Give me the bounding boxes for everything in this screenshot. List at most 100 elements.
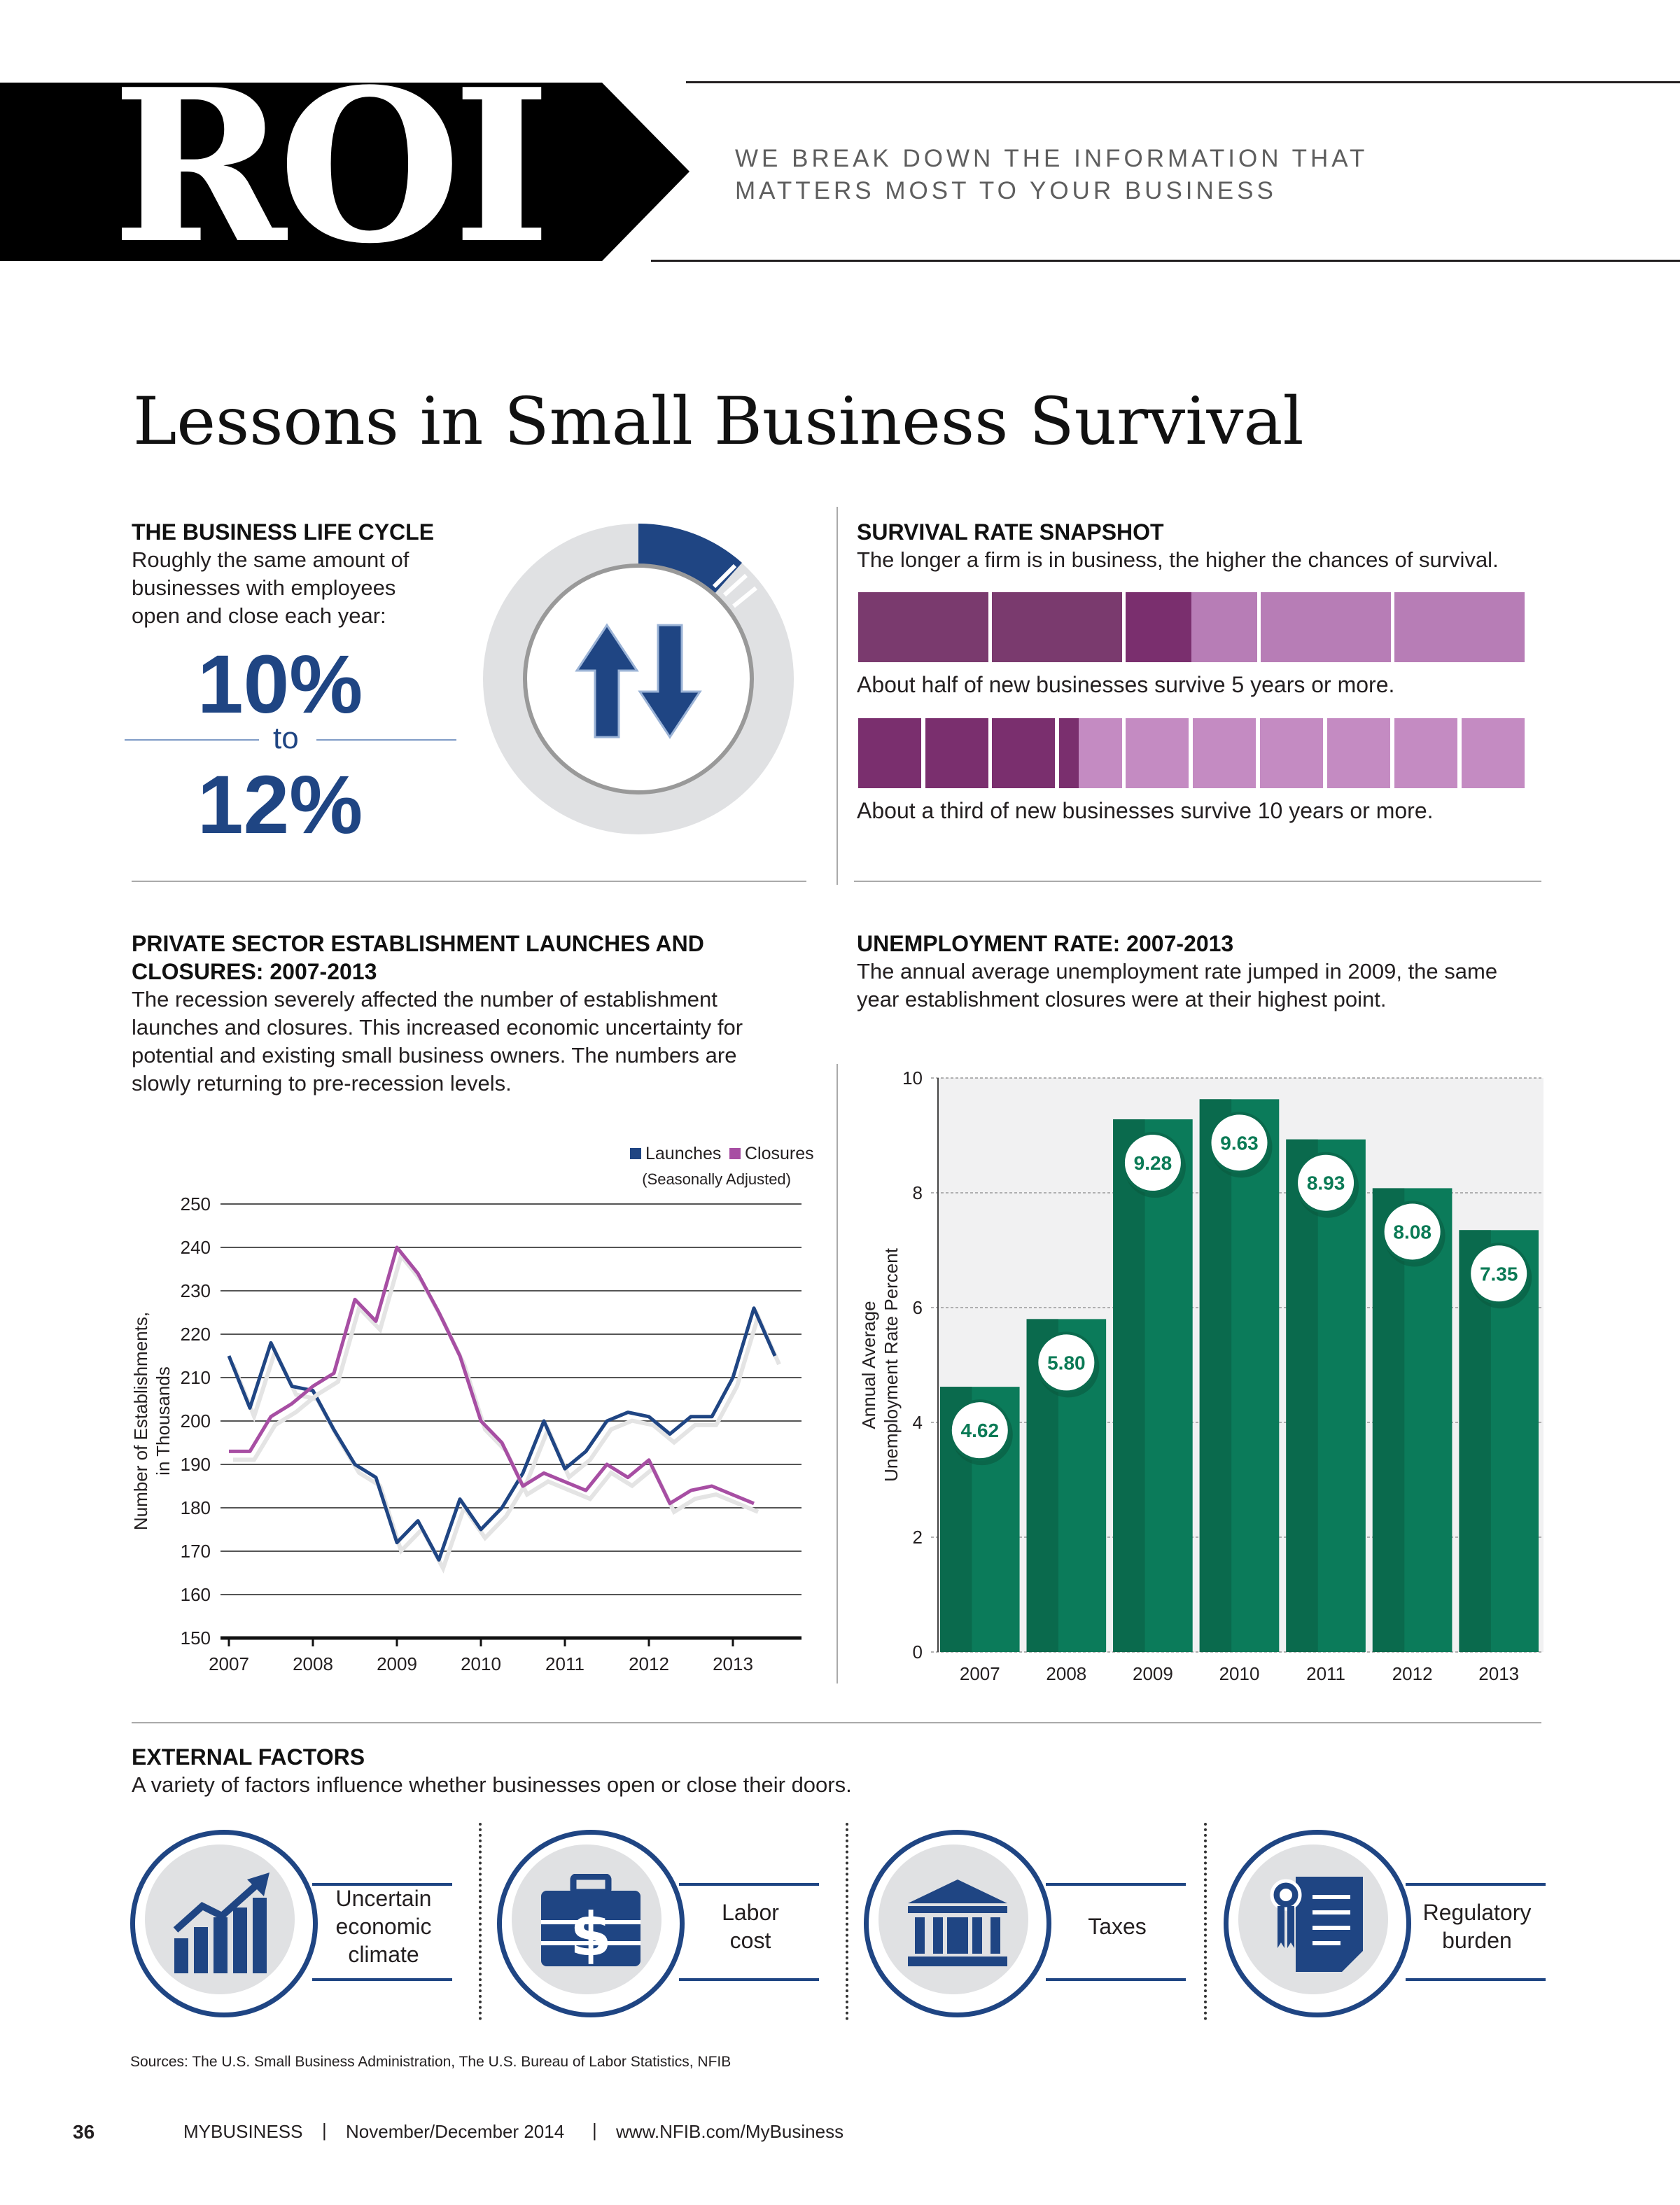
lifecycle-text-1: Roughly the same amount of xyxy=(132,547,410,572)
to-divider-left xyxy=(125,739,259,741)
y-tick-label: 160 xyxy=(181,1584,211,1605)
sources-note: Sources: The U.S. Small Business Adminis… xyxy=(130,2054,732,2070)
external-section: EXTERNAL FACTORS A variety of factors in… xyxy=(132,1743,1252,1799)
up-down-arrows-icon xyxy=(568,622,708,741)
survival-bar-10yr xyxy=(858,718,1525,788)
header-rule-top xyxy=(686,81,1680,83)
lifecycle-text-2: businesses with employees xyxy=(132,575,396,600)
legend-label-closures: Closures xyxy=(745,1144,814,1163)
data-label-badge xyxy=(1121,1132,1184,1194)
factor-ring xyxy=(130,1830,318,2017)
factor-line-top xyxy=(679,1883,819,1886)
y-tick-label: 6 xyxy=(913,1297,923,1318)
survival-caption-10yr: About a third of new businesses survive … xyxy=(857,798,1434,823)
series-shadow-closures xyxy=(233,1251,760,1516)
footer-divider-2: | xyxy=(592,2120,597,2141)
factor-line-top xyxy=(1046,1883,1186,1886)
x-tick-label: 2012 xyxy=(1392,1663,1433,1684)
data-label-badge xyxy=(948,1399,1011,1462)
data-label: 8.08 xyxy=(1393,1221,1432,1242)
y-tick-label: 250 xyxy=(181,1194,211,1214)
factor-ring: $ xyxy=(497,1830,685,2017)
x-tick-label: 2011 xyxy=(1306,1663,1345,1684)
launches-text-2: launches and closures. This increased ec… xyxy=(132,1015,743,1040)
x-tick-label: 2013 xyxy=(713,1653,753,1674)
legend-swatch-launches xyxy=(630,1148,641,1159)
lifecycle-text-3: open and close each year: xyxy=(132,603,386,628)
series-line-closures xyxy=(229,1245,755,1506)
x-tick-label: 2012 xyxy=(629,1653,669,1674)
footer-issue: November/December 2014 xyxy=(346,2121,565,2142)
header-tagline: WE BREAK DOWN THE INFORMATION THAT MATTE… xyxy=(735,145,1368,204)
bar-shade xyxy=(1199,1099,1232,1652)
rising-chart-icon xyxy=(172,1871,276,1976)
bar-shade xyxy=(1113,1119,1145,1652)
lifecycle-donut xyxy=(483,523,794,834)
y-tick-label: 200 xyxy=(181,1410,211,1432)
factor-line-top xyxy=(312,1883,452,1886)
data-label: 9.28 xyxy=(1134,1152,1172,1174)
y-axis-label-line1: Annual Average xyxy=(858,1301,879,1429)
factor-ring xyxy=(864,1830,1051,2017)
factor-label: Taxes xyxy=(1088,1914,1147,1939)
y-tick-label: 190 xyxy=(181,1454,211,1475)
x-tick-label: 2013 xyxy=(1478,1663,1519,1684)
certificate-document-icon xyxy=(1268,1871,1366,1976)
x-tick-label: 2007 xyxy=(209,1653,249,1674)
survival-heading: SURVIVAL RATE SNAPSHOT xyxy=(857,519,1164,545)
footer-divider-1: | xyxy=(322,2120,327,2141)
x-tick-label: 2007 xyxy=(960,1663,1000,1684)
legend-label-launches: Launches xyxy=(645,1144,721,1163)
government-building-icon xyxy=(905,1878,1010,1969)
factor-divider-2 xyxy=(846,1823,848,2020)
y-tick-label: 8 xyxy=(913,1182,923,1203)
data-label-badge xyxy=(1295,1152,1357,1214)
y-tick-label: 0 xyxy=(913,1642,923,1662)
data-label-badge xyxy=(1035,1331,1098,1394)
data-label-badge xyxy=(1381,1200,1443,1263)
column-divider-bottom xyxy=(836,1064,838,1684)
data-label: 9.63 xyxy=(1220,1132,1259,1154)
y-tick-label: 240 xyxy=(181,1237,211,1258)
percent-high: 12% xyxy=(197,759,363,851)
data-label-badge xyxy=(1468,1242,1530,1305)
factor-ring xyxy=(1224,1830,1411,2017)
y-tick-label: 210 xyxy=(181,1367,211,1388)
y-tick-label: 2 xyxy=(913,1527,923,1548)
legend-note: (Seasonally Adjusted) xyxy=(642,1170,791,1188)
y-tick-label: 230 xyxy=(181,1280,211,1301)
factor-line-bottom xyxy=(312,1978,452,1981)
launches-heading-2: CLOSURES: 2007-2013 xyxy=(132,959,377,984)
factor-label: Uncertain economic climate xyxy=(335,1886,432,1967)
launches-heading-1: PRIVATE SECTOR ESTABLISHMENT LAUNCHES AN… xyxy=(132,931,704,956)
factor-regulatory-burden: Regulatory burden xyxy=(1224,1830,1553,2017)
factor-line-bottom xyxy=(1046,1978,1186,1981)
survival-bar-5yr xyxy=(858,592,1525,662)
footer-url: www.NFIB.com/MyBusiness xyxy=(616,2121,844,2142)
bar-shade xyxy=(1286,1139,1318,1652)
briefcase-dollar-icon: $ xyxy=(538,1873,643,1972)
data-label: 4.62 xyxy=(961,1420,1000,1441)
factor-line-top xyxy=(1406,1883,1546,1886)
roi-logo: ROI xyxy=(112,43,551,290)
factor-line-bottom xyxy=(679,1978,819,1981)
factor-taxes: Taxes xyxy=(864,1830,1207,2017)
x-tick-label: 2008 xyxy=(293,1653,333,1674)
data-label: 8.93 xyxy=(1307,1172,1345,1194)
y-tick-label: 4 xyxy=(913,1412,923,1433)
unemployment-text-2: year establishment closures were at thei… xyxy=(857,987,1387,1011)
page-title: Lessons in Small Business Survival xyxy=(133,384,1304,460)
page-number: 36 xyxy=(73,2121,95,2143)
x-tick-label: 2008 xyxy=(1046,1663,1086,1684)
y-axis-label-line2: in Thousands xyxy=(153,1366,174,1476)
series-shadow-launches xyxy=(231,1310,781,1574)
launches-text-1: The recession severely affected the numb… xyxy=(132,987,718,1011)
section-rule-bottom xyxy=(132,1722,1541,1723)
data-label: 7.35 xyxy=(1480,1263,1518,1284)
column-divider-top xyxy=(836,507,838,885)
external-heading: EXTERNAL FACTORS xyxy=(132,1744,365,1770)
y-axis-label: Number of Establishments,in Thousands xyxy=(130,1312,174,1530)
y-tick-label: 220 xyxy=(181,1324,211,1345)
launches-text-3: potential and existing small business ow… xyxy=(132,1043,737,1068)
factor-divider-1 xyxy=(479,1823,482,2020)
